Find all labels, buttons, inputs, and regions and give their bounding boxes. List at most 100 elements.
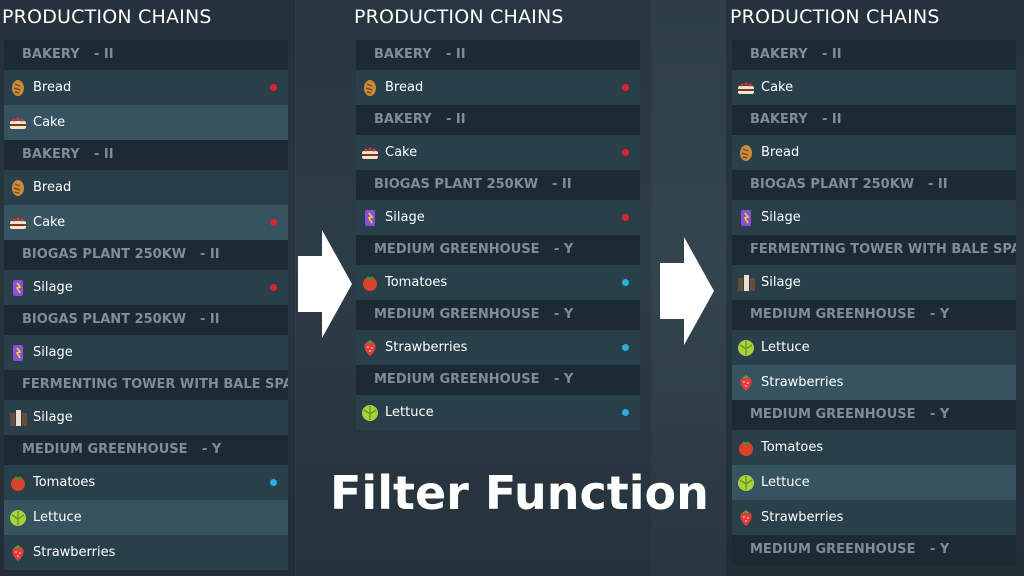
item-icon xyxy=(12,545,24,561)
item-label: Silage xyxy=(33,410,73,425)
group-level: - II xyxy=(94,147,114,162)
chain-item[interactable]: Silage xyxy=(356,200,640,235)
group-header: BIOGAS PLANT 250KW - II xyxy=(732,170,1016,200)
item-icon xyxy=(10,117,26,129)
group-name: MEDIUM GREENHOUSE xyxy=(374,242,540,257)
item-label: Silage xyxy=(33,280,73,295)
item-label: Tomatoes xyxy=(33,475,96,490)
group-name: MEDIUM GREENHOUSE xyxy=(22,442,188,457)
chain-item[interactable]: Bread xyxy=(4,170,288,205)
group-level: - II xyxy=(446,112,466,127)
item-label: Lettuce xyxy=(761,340,810,355)
group-name: MEDIUM GREENHOUSE xyxy=(374,307,540,322)
chain-item[interactable]: Strawberries xyxy=(732,365,1016,400)
item-label: Lettuce xyxy=(385,405,434,420)
item-icon xyxy=(362,147,378,159)
chain-item[interactable]: Tomatoes xyxy=(4,465,288,500)
chain-item[interactable]: Silage xyxy=(732,265,1016,300)
chain-item[interactable]: Strawberries xyxy=(4,535,288,570)
item-icon xyxy=(10,510,26,526)
chain-item[interactable]: Cake xyxy=(4,105,288,140)
group-name: FERMENTING TOWER WITH BALE SPA... xyxy=(750,242,1016,257)
group-level: - Y xyxy=(930,307,950,322)
status-dot xyxy=(270,479,277,486)
item-icon xyxy=(741,210,751,226)
chain-item[interactable]: Silage xyxy=(4,335,288,370)
item-label: Bread xyxy=(761,145,800,160)
status-dot xyxy=(622,409,629,416)
chain-item[interactable]: Strawberries xyxy=(356,330,640,365)
group-header: BIOGAS PLANT 250KW - II xyxy=(356,170,640,200)
item-icon xyxy=(362,405,378,421)
chain-item[interactable]: Lettuce xyxy=(4,500,288,535)
group-level: - II xyxy=(552,177,572,192)
item-label: Bread xyxy=(33,180,72,195)
group-header: MEDIUM GREENHOUSE - Y xyxy=(732,300,1016,330)
group-level: - Y xyxy=(930,407,950,422)
chain-item[interactable]: Lettuce xyxy=(356,395,640,430)
group-name: BAKERY xyxy=(374,112,432,127)
chain-item[interactable]: Tomatoes xyxy=(356,265,640,300)
chain-item[interactable]: Silage xyxy=(4,400,288,435)
item-label: Silage xyxy=(761,210,801,225)
group-header: MEDIUM GREENHOUSE - Y xyxy=(356,235,640,265)
item-icon xyxy=(740,510,752,526)
group-header: MEDIUM GREENHOUSE - Y xyxy=(732,400,1016,430)
group-name: BIOGAS PLANT 250KW xyxy=(22,247,187,262)
chain-item[interactable]: Silage xyxy=(4,270,288,305)
item-label: Strawberries xyxy=(385,340,468,355)
item-icon xyxy=(740,375,752,391)
item-icon xyxy=(10,217,26,229)
group-header: BAKERY - II xyxy=(732,105,1016,135)
item-label: Cake xyxy=(33,215,66,230)
group-name: BAKERY xyxy=(750,112,808,127)
chain-item[interactable]: Cake xyxy=(4,205,288,240)
group-name: BAKERY xyxy=(374,47,432,62)
group-level: - Y xyxy=(930,542,950,557)
group-header: MEDIUM GREENHOUSE - Y xyxy=(356,365,640,395)
chain-item[interactable]: Cake xyxy=(732,70,1016,105)
chain-item[interactable]: Lettuce xyxy=(732,465,1016,500)
chain-item[interactable]: Bread xyxy=(4,70,288,105)
group-header: BAKERY - II xyxy=(356,40,640,70)
chain-item[interactable]: Lettuce xyxy=(732,330,1016,365)
group-header: FERMENTING TOWER WITH BALE SPA... xyxy=(732,235,1016,265)
group-name: MEDIUM GREENHOUSE xyxy=(750,542,916,557)
item-icon xyxy=(365,210,375,226)
group-header: FERMENTING TOWER WITH BALE SPA... xyxy=(4,370,288,400)
chain-item[interactable]: Bread xyxy=(356,70,640,105)
group-name: BAKERY xyxy=(22,147,80,162)
chain-item[interactable]: Tomatoes xyxy=(732,430,1016,465)
item-label: Bread xyxy=(385,80,424,95)
item-label: Lettuce xyxy=(33,510,82,525)
chain-item[interactable]: Silage xyxy=(732,200,1016,235)
item-icon xyxy=(10,410,27,426)
panel-title: PRODUCTION CHAINS xyxy=(730,6,940,28)
status-dot xyxy=(622,84,629,91)
status-dot xyxy=(622,344,629,351)
group-level: - II xyxy=(94,47,114,62)
status-dot xyxy=(622,214,629,221)
item-icon xyxy=(13,345,23,361)
item-label: Silage xyxy=(385,210,425,225)
group-header: BIOGAS PLANT 250KW - II xyxy=(4,240,288,270)
arrow xyxy=(298,230,352,338)
chain-item[interactable]: Cake xyxy=(356,135,640,170)
group-name: BIOGAS PLANT 250KW xyxy=(374,177,539,192)
panel-title: PRODUCTION CHAINS xyxy=(354,6,564,28)
group-name: BIOGAS PLANT 250KW xyxy=(22,312,187,327)
chain-item[interactable]: Bread xyxy=(732,135,1016,170)
item-icon xyxy=(738,82,754,94)
panel: PRODUCTION CHAINS BAKERY - II Bread Cake BAKE… xyxy=(0,0,288,576)
panel: PRODUCTION CHAINS BAKERY - II Cake BAKERY - I… xyxy=(728,0,1016,576)
group-header: BIOGAS PLANT 250KW - II xyxy=(4,305,288,335)
chain-item[interactable]: Strawberries xyxy=(732,500,1016,535)
item-label: Cake xyxy=(385,145,418,160)
caption: Filter Function xyxy=(330,466,709,520)
group-header: MEDIUM GREENHOUSE - Y xyxy=(356,300,640,330)
item-icon xyxy=(363,276,377,291)
panel: PRODUCTION CHAINS BAKERY - II Bread BAKERY - … xyxy=(352,0,640,576)
group-level: - Y xyxy=(554,242,574,257)
panel-title: PRODUCTION CHAINS xyxy=(2,6,212,28)
group-header: BAKERY - II xyxy=(4,40,288,70)
